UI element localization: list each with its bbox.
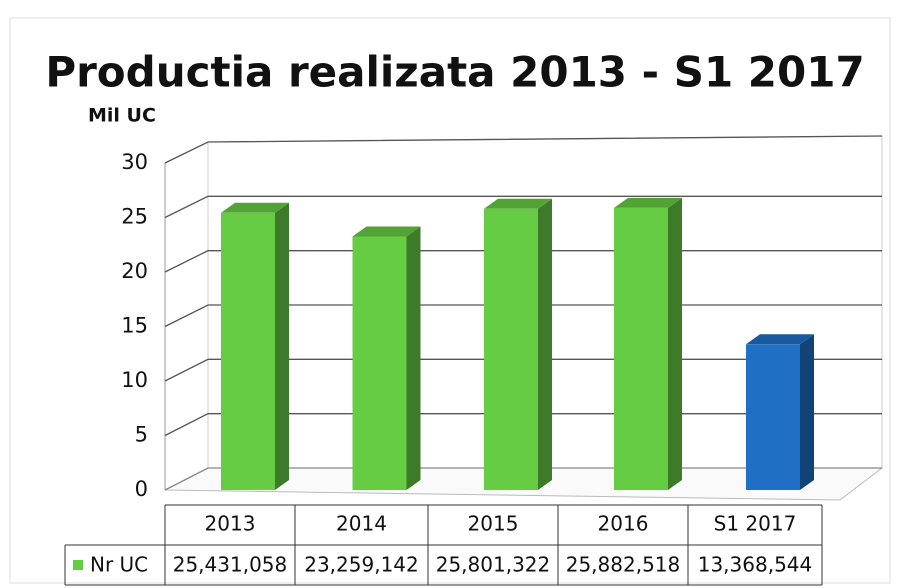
x-tick-label: S1 2017 bbox=[714, 512, 797, 536]
x-tick-label: 2013 bbox=[205, 512, 256, 536]
x-tick-label: 2015 bbox=[468, 512, 519, 536]
data-label: 25,882,518 bbox=[566, 553, 681, 577]
x-tick-label: 2014 bbox=[336, 512, 387, 536]
bar bbox=[614, 197, 682, 490]
bar bbox=[221, 202, 289, 491]
data-label: 23,259,142 bbox=[304, 553, 419, 577]
chart-title: Productia realizata 2013 - S1 2017 bbox=[45, 48, 864, 97]
bar-side bbox=[538, 198, 552, 490]
bar-side bbox=[406, 226, 421, 491]
grid-line bbox=[164, 135, 883, 164]
x-tick-label: 2016 bbox=[598, 512, 649, 536]
data-label: 25,431,058 bbox=[173, 553, 288, 577]
bar bbox=[484, 198, 552, 490]
bar-top bbox=[352, 226, 421, 237]
bar-top bbox=[746, 334, 814, 345]
legend-swatch bbox=[73, 560, 83, 570]
bar-top bbox=[484, 198, 552, 209]
bar-side bbox=[800, 334, 814, 490]
y-tick-label: 10 bbox=[121, 368, 148, 392]
bar-side bbox=[275, 202, 289, 491]
y-tick-label: 20 bbox=[121, 259, 148, 283]
bar-front bbox=[352, 236, 407, 490]
bar bbox=[746, 334, 814, 490]
bar-top bbox=[221, 202, 289, 213]
y-tick-label: 0 bbox=[135, 477, 148, 501]
bar-front bbox=[746, 344, 800, 490]
y-tick-label: 5 bbox=[135, 423, 148, 447]
data-label: 13,368,544 bbox=[698, 553, 813, 577]
bar-top bbox=[614, 197, 682, 208]
y-tick-label: 25 bbox=[121, 205, 148, 229]
bar-front bbox=[221, 212, 275, 491]
y-axis-label: Mil UC bbox=[88, 105, 156, 127]
bar-side bbox=[668, 197, 682, 490]
bar bbox=[352, 226, 421, 491]
grid-line bbox=[164, 195, 882, 219]
bar-front bbox=[614, 207, 668, 490]
data-label: 25,801,322 bbox=[436, 553, 551, 577]
y-tick-label: 15 bbox=[121, 314, 148, 338]
y-tick-label: 30 bbox=[121, 150, 148, 174]
legend-label: Nr UC bbox=[90, 553, 148, 577]
bar-front bbox=[484, 208, 538, 490]
